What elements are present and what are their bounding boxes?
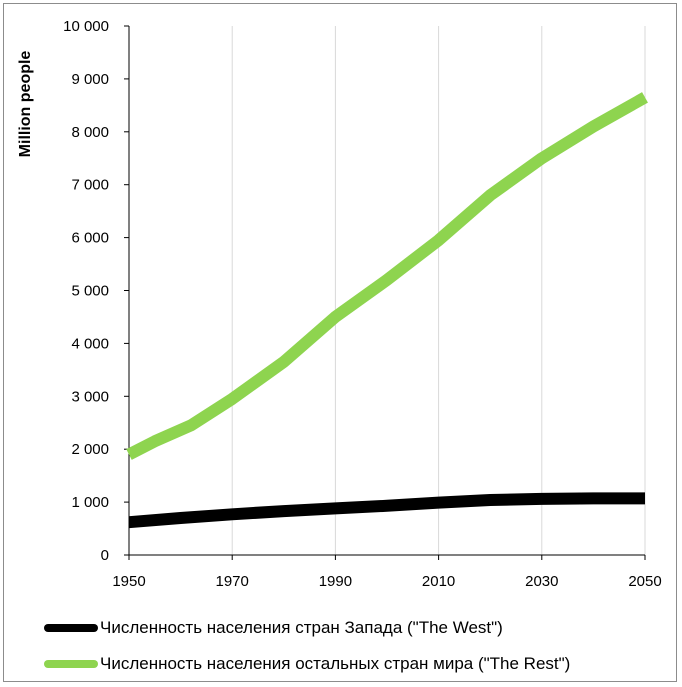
y-tick-label-7000: 7 000 (71, 177, 109, 194)
gridlines (128, 26, 646, 555)
y-tick-labels: 0 1 000 2 000 3 000 4 000 5 000 6 000 7 000 8 00… (63, 18, 109, 564)
y-tick-label-9000: 9 000 (71, 71, 109, 88)
legend-label-west: Численность населения стран Запада ("The… (100, 618, 503, 637)
x-tick-label-1950: 1950 (112, 573, 145, 590)
legend-swatch-west (44, 624, 98, 632)
legend-item-west: Численность населения стран Запада ("The… (44, 618, 503, 638)
axes (124, 25, 646, 560)
y-tick-label-6000: 6 000 (71, 230, 109, 247)
chart-frame (3, 3, 677, 682)
legend-label-rest: Численность населения остальных стран ми… (100, 654, 571, 673)
y-axis-label: Million people (17, 51, 34, 158)
x-tick-label-2050: 2050 (628, 573, 661, 590)
y-tick-label-5000: 5 000 (71, 283, 109, 300)
y-tick-label-10000: 10 000 (63, 18, 109, 35)
y-tick-label-0: 0 (101, 547, 109, 564)
x-tick-label-1990: 1990 (319, 573, 352, 590)
y-tick-label-2000: 2 000 (71, 441, 109, 458)
legend-item-rest: Численность населения остальных стран ми… (44, 654, 570, 674)
series-lines (126, 92, 648, 529)
y-tick-label-4000: 4 000 (71, 335, 109, 352)
x-tick-labels: 1950 1970 1990 2010 2030 2050 (112, 573, 661, 590)
series-line-west (128, 492, 645, 529)
y-tick-label-3000: 3 000 (71, 388, 109, 405)
y-tick-label-8000: 8 000 (71, 124, 109, 141)
x-tick-label-2030: 2030 (525, 573, 558, 590)
x-tick-label-1970: 1970 (216, 573, 249, 590)
series-line-rest (126, 92, 648, 460)
x-tick-label-2010: 2010 (422, 573, 455, 590)
legend-swatch-rest (44, 660, 98, 668)
y-tick-label-1000: 1 000 (71, 494, 109, 511)
